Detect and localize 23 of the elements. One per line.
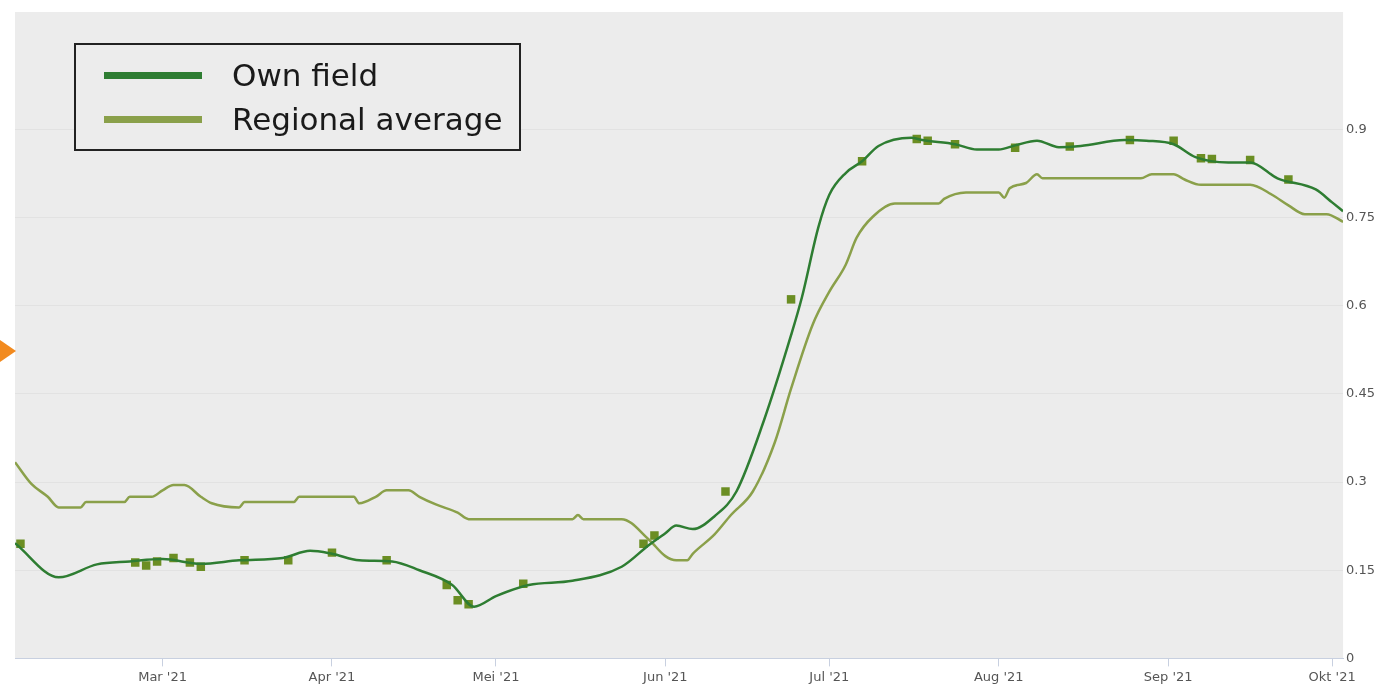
y-tick-label: 0.15	[1346, 561, 1376, 577]
point	[453, 595, 462, 605]
x-tick-label: Mar '21	[138, 668, 187, 684]
x-tick-label: Okt '21	[1308, 668, 1356, 684]
line-series	[15, 136, 1344, 608]
point	[786, 295, 796, 304]
x-tick-label: Sep '21	[1143, 668, 1193, 684]
x-tick-label: Jun '21	[642, 668, 688, 684]
x-tick-label: Apr '21	[308, 668, 356, 684]
y-tick-label: 0	[1346, 649, 1355, 665]
x-tick-label: Aug '21	[973, 668, 1024, 684]
y-tick-label: 0.6	[1346, 297, 1367, 313]
legend-label: Regional average	[232, 100, 503, 139]
x-tick-label: Jul '21	[808, 668, 850, 684]
x-tick-label: Mei '21	[472, 668, 520, 684]
legend-label: Own field	[232, 56, 379, 95]
point	[721, 487, 730, 496]
y-tick-label: 0.9	[1346, 120, 1367, 136]
y-tick-label: 0.75	[1346, 209, 1376, 225]
y-tick-label: 0.3	[1346, 473, 1367, 489]
line-series	[15, 172, 1344, 562]
point	[141, 561, 151, 570]
y-tick-label: 0.45	[1346, 385, 1376, 401]
